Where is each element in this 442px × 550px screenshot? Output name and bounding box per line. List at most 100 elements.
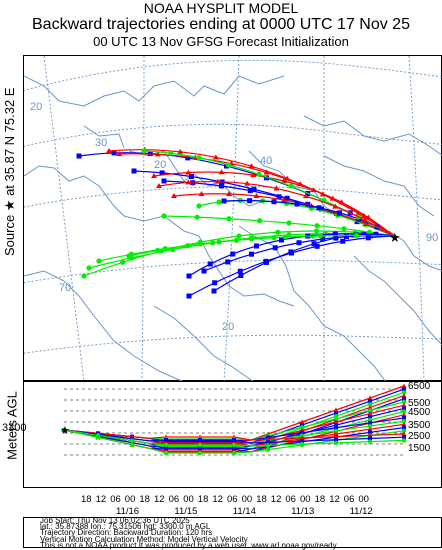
trajectory-marker: [273, 185, 280, 191]
trajectory-marker: [230, 251, 236, 257]
y-tick: 1500: [408, 443, 431, 454]
trajectory-marker: [281, 197, 287, 202]
trajectory-marker: [256, 171, 262, 177]
trajectory-marker: [194, 214, 200, 220]
grid-label: 30: [95, 137, 107, 149]
profile-marker: [402, 435, 406, 440]
profile-marker: [367, 404, 373, 410]
trajectory-marker: [289, 250, 294, 256]
profile-marker: [401, 419, 407, 424]
x-tick-hour: 12: [212, 494, 223, 505]
trajectory-marker: [141, 148, 147, 154]
trajectory-marker: [281, 178, 287, 183]
x-tick-date: 11/13: [291, 506, 315, 517]
trajectory-marker: [365, 214, 372, 220]
trajectory-marker: [338, 199, 345, 205]
grid-label: 20: [222, 321, 234, 333]
x-tick-hour: 00: [300, 494, 311, 505]
run-info-box: Job Start: Thu Nov 13 06:02:36 UTC 2025 …: [23, 516, 442, 549]
x-tick-hour: 06: [343, 494, 355, 505]
trajectory-marker: [276, 194, 282, 200]
source-location-label: Source ★ at 35.87 N 75.32 E: [2, 87, 17, 256]
x-tick-date: 11/14: [232, 506, 256, 517]
trajectory-marker: [189, 174, 194, 180]
trajectory-marker: [171, 193, 177, 198]
x-tick-hour: 06: [110, 494, 121, 505]
x-tick-hour: 18: [314, 494, 326, 505]
profile-marker: [232, 446, 236, 450]
trajectory-marker: [247, 188, 253, 194]
grid-label: 40: [260, 155, 272, 167]
trajectory-marker: [147, 151, 153, 156]
grid-label: 70: [59, 282, 71, 294]
trajectory-marker: [111, 150, 117, 156]
trajectory-marker: [185, 155, 191, 161]
trajectory-marker: [320, 236, 326, 242]
x-tick-hour: 00: [124, 494, 136, 505]
profile-marker: [197, 442, 203, 448]
trajectory-marker: [332, 203, 339, 209]
profile-marker: [401, 383, 407, 388]
profile-marker: [299, 419, 305, 424]
trajectory-marker: [185, 169, 192, 175]
trajectory-marker: [216, 199, 222, 205]
trajectory-marker: [198, 191, 205, 196]
x-tick-hour: 06: [285, 494, 296, 505]
trajectory-marker: [249, 251, 254, 257]
trajectory-marker: [341, 226, 347, 232]
y-tick: 5500: [408, 398, 431, 409]
profile-marker: [232, 438, 236, 442]
profile-marker: [402, 387, 406, 392]
trajectory-marker: [296, 240, 302, 246]
profile-marker: [367, 402, 373, 407]
profile-marker: [333, 407, 339, 412]
trajectory-marker: [340, 238, 346, 244]
grid-label: 20: [154, 159, 166, 171]
title-line-3: 00 UTC 13 Nov GFSG Forecast Initializati…: [93, 34, 349, 49]
profile-trajectories: [61, 383, 407, 456]
profile-marker: [334, 437, 338, 442]
profile-marker: [368, 399, 372, 404]
profile-marker: [95, 433, 101, 438]
trajectory-marker: [185, 179, 192, 185]
trajectory-marker: [161, 213, 167, 219]
trajectory-marker: [86, 265, 92, 271]
y-tick: 4500: [408, 407, 431, 418]
trajectory-marker: [286, 220, 292, 226]
profile-marker: [231, 442, 237, 448]
trajectory-marker: [353, 232, 360, 239]
x-tick-date: 11/12: [349, 506, 373, 517]
trajectory-marker: [253, 193, 260, 198]
profile-marker: [368, 414, 372, 419]
profile-marker: [266, 440, 270, 445]
x-tick-hour: 12: [154, 494, 165, 505]
y-tick: 2500: [408, 431, 431, 442]
x-tick-date: 11/16: [116, 506, 140, 517]
trajectory-marker: [302, 193, 309, 199]
x-tick-hour: 12: [95, 494, 107, 505]
profile-marker: [61, 427, 67, 433]
y-tick: 6500: [408, 381, 431, 392]
profile-marker: [299, 425, 305, 430]
profile-marker: [367, 426, 373, 432]
y-tick: 3500: [408, 420, 431, 431]
grid-label: 20: [30, 101, 42, 113]
profile-marker: [367, 408, 373, 413]
trajectory-marker: [226, 191, 232, 196]
map-svg: 20 30 20 40 90 70 20 ★: [24, 56, 442, 382]
profile-marker: [401, 393, 407, 398]
profile-marker: [300, 439, 304, 444]
source-star-icon: ★: [389, 230, 401, 245]
trajectory-marker: [332, 231, 338, 237]
profile-marker: [129, 442, 135, 447]
trajectory-path: [128, 234, 395, 257]
trajectory-marker: [294, 201, 300, 207]
trajectory-marker: [225, 162, 231, 168]
trajectory-marker: [248, 163, 255, 169]
trajectory-marker: [365, 235, 371, 241]
trajectory-map: 20 30 20 40 90 70 20 ★: [23, 55, 442, 382]
trajectory-marker: [212, 280, 218, 286]
x-tick-hour: 18: [139, 494, 150, 505]
profile-marker: [367, 411, 373, 416]
trajectory-marker: [207, 261, 213, 267]
